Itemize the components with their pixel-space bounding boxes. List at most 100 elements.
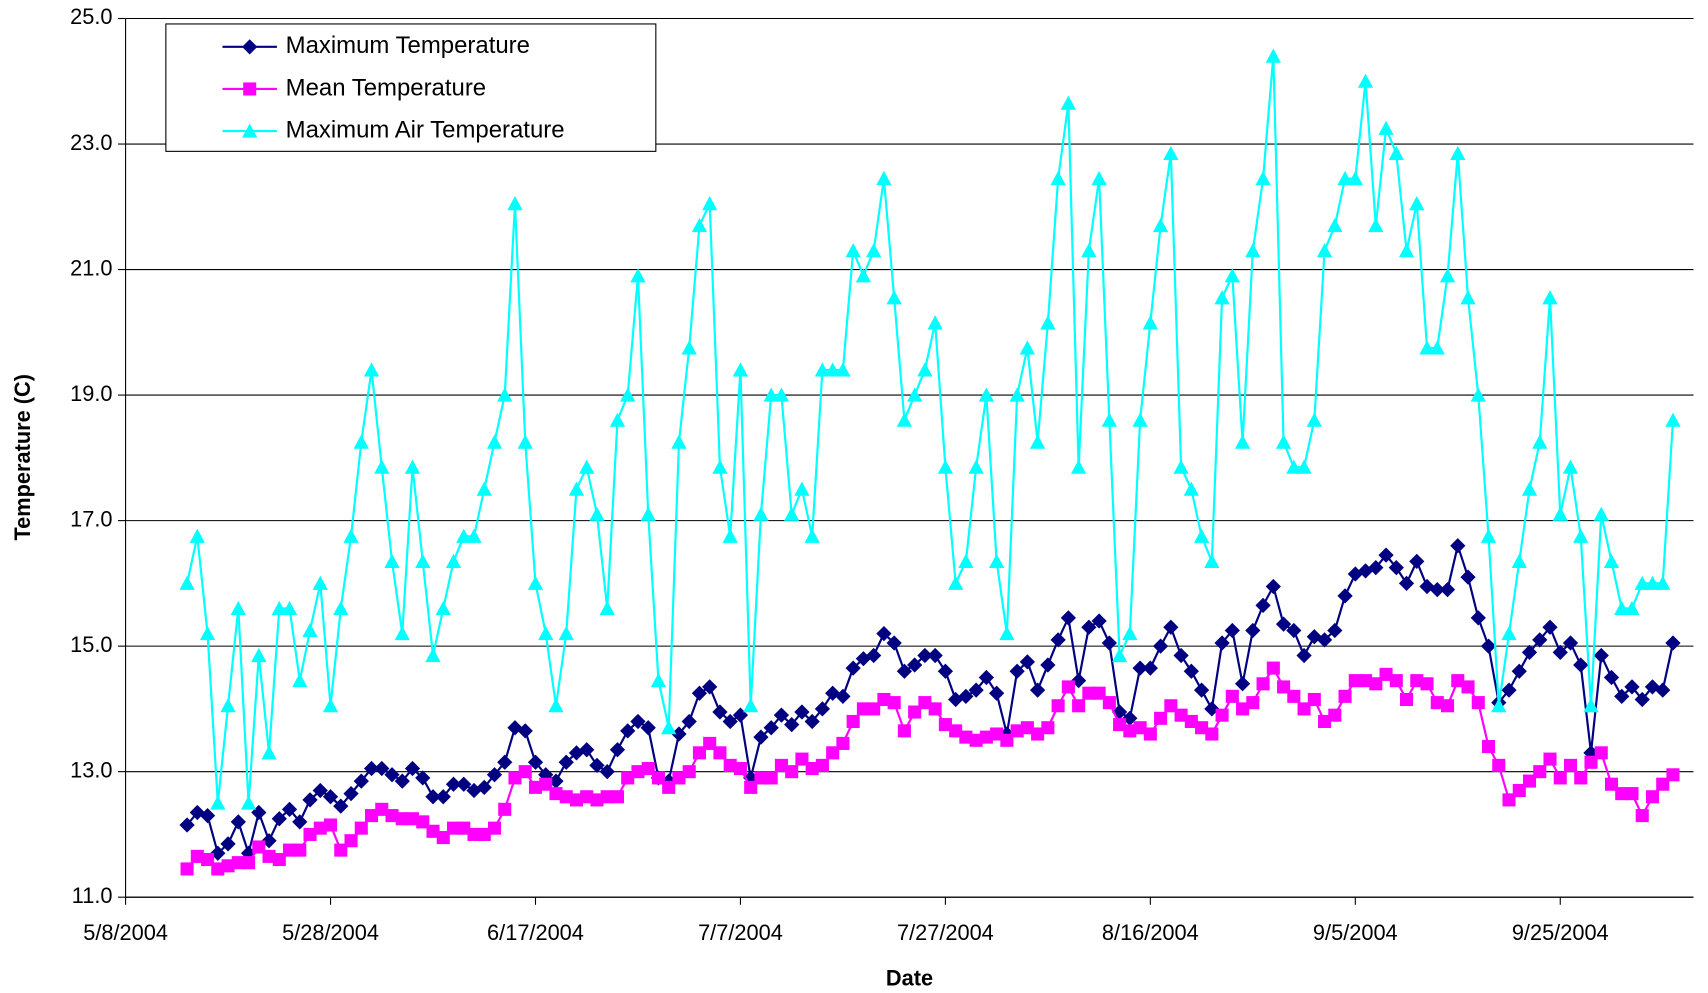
marker [1234,434,1251,449]
marker [1379,667,1393,681]
marker [662,780,676,794]
marker [1420,677,1434,691]
marker [1368,218,1384,233]
marker [445,553,462,568]
marker [773,387,790,402]
x-tick-label: 5/8/2004 [83,920,168,945]
series [180,661,1680,876]
marker [1133,721,1147,735]
marker [1050,170,1066,186]
marker [1265,578,1281,595]
marker [528,780,543,794]
marker [476,779,492,795]
marker [539,777,553,791]
marker [958,553,974,568]
series-line [186,56,1675,804]
marker [753,729,769,745]
marker [1102,696,1116,710]
marker [1205,727,1219,741]
y-tick-label: 19.0 [70,381,112,406]
marker [1552,506,1568,521]
marker [989,685,1005,701]
marker [1429,340,1445,355]
marker [271,600,287,616]
marker [744,780,758,794]
marker [1552,644,1568,661]
marker [486,767,503,783]
marker [333,798,349,814]
marker [508,771,522,785]
marker [763,720,779,736]
marker [1603,669,1620,686]
marker [179,817,195,833]
marker [1275,616,1292,632]
marker [1543,752,1557,766]
marker [1327,218,1343,233]
marker [1224,268,1240,283]
marker [1101,635,1117,651]
marker [1040,315,1056,330]
marker [1296,647,1312,664]
marker [1532,632,1548,648]
marker [363,760,380,777]
marker [969,733,983,747]
marker [1193,528,1210,543]
marker [1542,290,1558,305]
marker [1388,145,1404,160]
marker [1092,686,1106,700]
marker [927,315,943,330]
marker [1245,622,1261,639]
marker [959,730,973,744]
marker [640,506,656,521]
marker [1123,724,1137,738]
x-tick-label: 8/16/2004 [1102,920,1199,945]
marker [333,600,349,616]
marker [559,790,573,804]
marker [384,553,400,568]
marker [712,459,728,474]
marker [1256,677,1270,691]
marker [415,553,431,568]
marker [1050,632,1066,648]
marker [1624,679,1640,695]
marker [272,852,286,867]
marker [416,815,430,829]
marker [1470,387,1486,402]
marker [1419,340,1435,355]
marker [691,218,708,233]
marker [671,434,687,449]
marker [599,764,615,780]
marker [1512,783,1526,798]
marker [896,663,913,679]
marker [220,698,236,713]
marker [999,625,1015,641]
marker [1051,699,1065,713]
marker [1593,506,1609,521]
marker [1061,680,1075,694]
marker [1644,575,1661,590]
marker [415,770,431,786]
marker [384,767,400,783]
marker [1511,553,1527,568]
marker [1031,727,1045,741]
marker [517,434,533,449]
marker [1111,647,1128,663]
series [179,48,1681,810]
marker [548,698,564,713]
marker [650,673,667,688]
marker [201,852,215,867]
marker [1163,619,1179,635]
marker [907,387,923,402]
marker [281,801,298,817]
marker [1614,600,1630,616]
marker [230,600,246,616]
marker [518,765,532,779]
marker [886,290,902,305]
marker [1634,691,1650,708]
marker [1450,538,1466,554]
marker [353,773,369,789]
marker [1511,663,1527,679]
marker [1142,315,1158,330]
marker [1225,689,1239,703]
